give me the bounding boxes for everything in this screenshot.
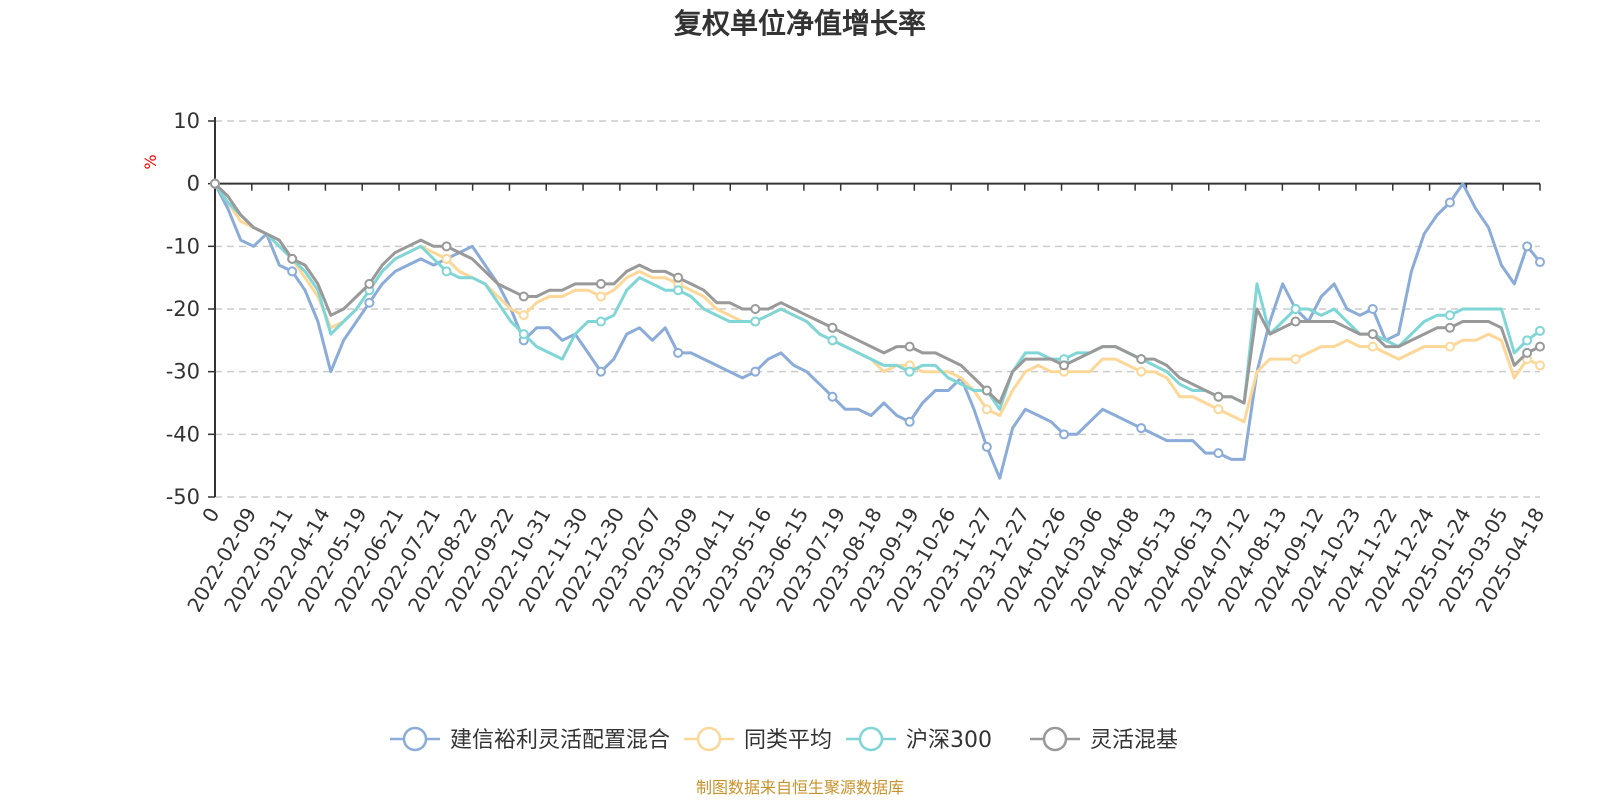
- series-point: [1444, 341, 1455, 352]
- y-tick-label: -40: [166, 422, 200, 446]
- series-point: [1136, 366, 1147, 377]
- series-point: [827, 335, 838, 346]
- series-point: [595, 366, 606, 377]
- series-point: [595, 291, 606, 302]
- series-point: [364, 278, 375, 289]
- legend-label: 同类平均: [744, 728, 832, 753]
- series-point: [1213, 448, 1224, 459]
- legend-marker: [858, 726, 884, 752]
- chart-title: 复权单位净值增长率: [674, 7, 926, 40]
- series-point: [904, 366, 915, 377]
- series-point: [673, 272, 684, 283]
- x-tick-label: 0: [197, 504, 224, 527]
- grid-lines: [215, 120, 1540, 498]
- series-point: [1136, 423, 1147, 434]
- y-tick-label: -30: [166, 360, 200, 384]
- series-line: [213, 182, 1541, 405]
- data-source-note: 制图数据来自恒生聚源数据库: [696, 778, 904, 797]
- legend-item[interactable]: 沪深300: [846, 726, 992, 753]
- series-point: [981, 404, 992, 415]
- y-tick-label: 10: [173, 109, 200, 133]
- series-point: [518, 310, 529, 321]
- series-point: [904, 341, 915, 352]
- series-point: [904, 416, 915, 427]
- legend-label: 沪深300: [906, 728, 992, 753]
- legend-item[interactable]: 建信裕利灵活配置混合: [390, 726, 670, 753]
- y-tick-label: -50: [166, 485, 200, 509]
- series-point: [364, 297, 375, 308]
- legend-marker: [1042, 726, 1068, 752]
- series-point: [1522, 335, 1533, 346]
- legend-marker: [696, 726, 722, 752]
- series-point: [1535, 360, 1545, 371]
- series-point: [827, 322, 838, 333]
- legend[interactable]: 建信裕利灵活配置混合 同类平均 沪深300 灵活混基: [390, 726, 1178, 753]
- series-point: [1213, 391, 1224, 402]
- series-point: [1367, 304, 1378, 314]
- series-point: [210, 178, 220, 189]
- series-point: [518, 329, 529, 340]
- series-point: [1444, 322, 1455, 333]
- y-tick-label: -20: [166, 297, 200, 321]
- series-point: [1059, 360, 1070, 371]
- series-point: [1367, 341, 1378, 352]
- series-point: [673, 285, 684, 296]
- series-point: [673, 347, 684, 358]
- series-line: [213, 182, 1542, 480]
- series-point: [1367, 329, 1378, 340]
- legend-label: 灵活混基: [1090, 728, 1178, 753]
- series-point: [1522, 347, 1533, 358]
- series-point: [1522, 241, 1533, 252]
- series-line: [213, 182, 1541, 411]
- series-point: [1059, 429, 1070, 440]
- series-lines: [210, 178, 1545, 480]
- series-point: [827, 391, 838, 402]
- series-point: [1535, 257, 1545, 267]
- series-point: [1535, 341, 1545, 352]
- series-point: [1290, 354, 1301, 365]
- series-point: [1444, 310, 1455, 321]
- series-line: [213, 182, 1541, 424]
- axes: 100-10-20-30-40-5002022-02-092022-03-112…: [166, 109, 1550, 616]
- series-point: [981, 441, 992, 452]
- series-point: [1213, 404, 1224, 415]
- y-axis-unit: %: [141, 154, 160, 169]
- legend-marker: [402, 726, 428, 752]
- series-point: [441, 241, 452, 252]
- series-point: [595, 278, 606, 289]
- y-tick-label: 0: [187, 172, 200, 196]
- series-point: [441, 266, 452, 277]
- legend-item[interactable]: 灵活混基: [1030, 726, 1178, 753]
- series-point: [981, 385, 992, 396]
- series-point: [287, 253, 298, 264]
- series-point: [1535, 325, 1545, 336]
- series-point: [518, 291, 529, 302]
- series-point: [1290, 316, 1301, 327]
- series-point: [750, 316, 761, 327]
- series-point: [1136, 354, 1147, 365]
- series-point: [750, 304, 761, 314]
- series-point: [441, 253, 452, 264]
- legend-item[interactable]: 同类平均: [684, 726, 832, 753]
- legend-label: 建信裕利灵活配置混合: [450, 728, 670, 753]
- series-point: [1444, 197, 1455, 208]
- series-point: [287, 266, 298, 277]
- y-tick-label: -10: [166, 234, 200, 258]
- series-point: [1290, 304, 1301, 314]
- series-point: [750, 366, 761, 377]
- series-point: [595, 316, 606, 327]
